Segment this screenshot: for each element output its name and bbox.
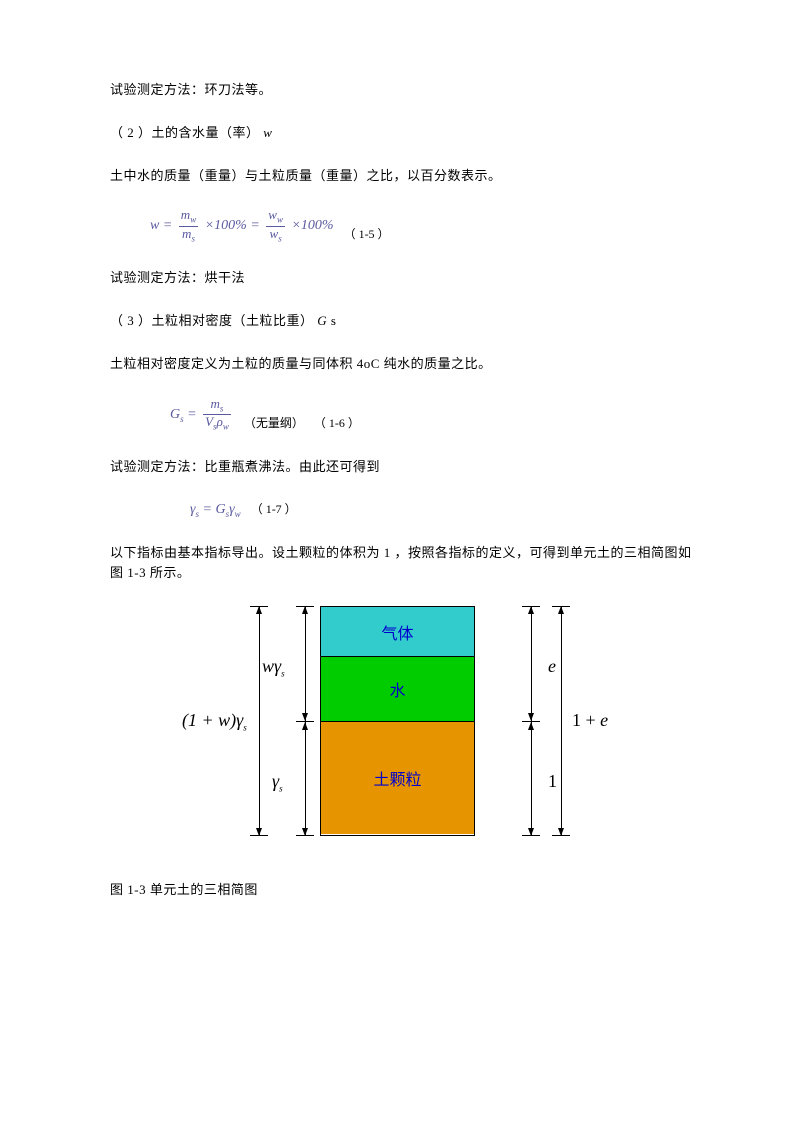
dim-right-parts: e 1	[530, 606, 550, 836]
formula-1-6: Gs = ms Vsρw （无量纲） （ 1-6 ）	[170, 397, 700, 433]
fraction: ms Vsρw	[203, 397, 231, 433]
fraction: mw ms	[179, 208, 198, 244]
note: （无量纲）	[244, 414, 304, 433]
phase-water: 水	[321, 657, 474, 722]
equation-number: （ 1-6 ）	[314, 414, 360, 433]
label-total-weight: (1 + w)γs	[182, 710, 247, 733]
paragraph: 试验测定方法：烘干法	[110, 268, 700, 289]
label-unit-volume: 1	[548, 771, 557, 792]
phase-stack: 气体 水 土颗粒	[320, 606, 475, 836]
heading-3: （ 3 ）土粒相对密度（土粒比重） G s	[110, 311, 700, 332]
dim-left-total: (1 + w)γs	[200, 606, 260, 836]
text: （ 3 ）土粒相对密度（土粒比重）	[110, 313, 314, 328]
formula-body: Gs = ms Vsρw	[170, 397, 234, 433]
symbol-w: w	[263, 125, 272, 140]
dim-left-parts: wγs γs	[278, 606, 308, 836]
paragraph: 以下指标由基本指标导出。设土颗粒的体积为 1 ，按照各指标的定义，可得到单元土的…	[110, 543, 700, 585]
symbol-s: s	[331, 313, 337, 328]
equation-number: （ 1-5 ）	[344, 225, 390, 244]
label-solid-weight: γs	[272, 771, 283, 794]
formula-body: w = mw ms ×100% = ww ws ×100%	[150, 208, 334, 244]
formula-1-7: γs = Gsγw （ 1-7 ）	[190, 500, 700, 519]
heading-2: （ 2 ）土的含水量（率） w	[110, 123, 700, 144]
phase-solid: 土颗粒	[321, 722, 474, 834]
tail: ×100%	[291, 219, 333, 234]
figure-caption: 图 1-3 单元土的三相简图	[110, 880, 700, 901]
paragraph: 土中水的质量（重量）与土粒质量（重量）之比，以百分数表示。	[110, 166, 700, 187]
paragraph: 土粒相对密度定义为土粒的质量与同体积 4oC 纯水的质量之比。	[110, 354, 700, 375]
three-phase-diagram: (1 + w)γs wγs γs 气体 水 土颗粒	[200, 606, 610, 856]
lhs: w	[150, 219, 159, 234]
formula-1-5: w = mw ms ×100% = ww ws ×100% （ 1-5 ）	[150, 208, 700, 244]
phase-gas: 气体	[321, 607, 474, 657]
symbol-G: G	[317, 313, 327, 328]
dim-right-total: 1 + e	[560, 606, 610, 836]
text: （ 2 ）土的含水量（率）	[110, 125, 260, 140]
paragraph: 试验测定方法：比重瓶煮沸法。由此还可得到	[110, 457, 700, 478]
mid: ×100% =	[205, 219, 260, 234]
label-void-ratio: e	[548, 656, 556, 677]
formula-body: γs = Gsγw	[190, 502, 241, 519]
label-water-weight: wγs	[262, 656, 285, 679]
document-page: 试验测定方法：环刀法等。 （ 2 ）土的含水量（率） w 土中水的质量（重量）与…	[0, 0, 800, 983]
label-total-volume: 1 + e	[572, 710, 608, 731]
fraction: ww ws	[266, 208, 285, 244]
paragraph: 试验测定方法：环刀法等。	[110, 80, 700, 101]
equation-number: （ 1-7 ）	[251, 500, 297, 519]
